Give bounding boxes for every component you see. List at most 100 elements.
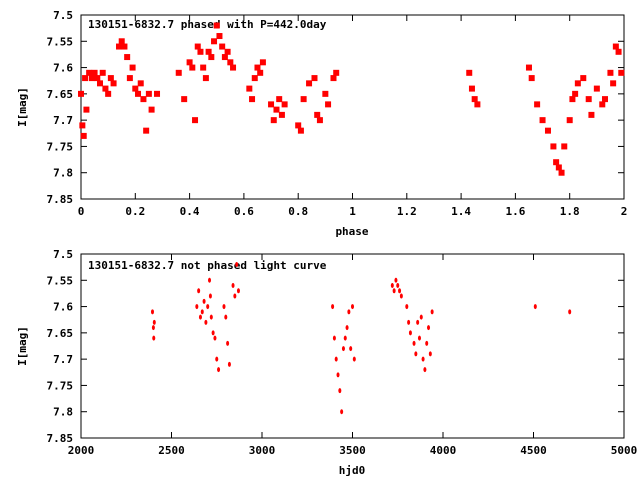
phased-light-curve-panel: 130151-6832.7 phased with P=442.0day pha… xyxy=(16,9,627,238)
data-point xyxy=(208,54,215,61)
data-point xyxy=(316,117,323,124)
data-point xyxy=(351,304,354,310)
data-point xyxy=(154,90,161,97)
data-point xyxy=(198,314,202,320)
data-point xyxy=(270,117,277,124)
data-point xyxy=(206,304,210,310)
y-tick-label: 7.85 xyxy=(47,193,74,206)
y-tick-label: 7.8 xyxy=(53,167,73,180)
data-points xyxy=(78,22,625,176)
data-point xyxy=(553,159,560,166)
data-point xyxy=(235,262,239,268)
y-tick-label: 7.8 xyxy=(53,406,73,419)
data-point xyxy=(194,43,201,50)
data-point xyxy=(192,117,199,124)
data-point xyxy=(143,127,150,134)
x-tick-label: 3500 xyxy=(339,444,366,457)
x-tick-label: 1 xyxy=(349,205,356,218)
data-point xyxy=(208,277,212,283)
data-point xyxy=(534,101,541,108)
data-point xyxy=(405,304,409,310)
data-point xyxy=(390,283,394,289)
data-point xyxy=(407,319,411,325)
data-point xyxy=(200,64,207,71)
x-tick-label: 5000 xyxy=(611,444,638,457)
data-point xyxy=(189,64,196,71)
data-point xyxy=(233,293,237,299)
data-point xyxy=(300,96,307,103)
data-point xyxy=(392,288,396,294)
data-point xyxy=(333,69,340,76)
data-point xyxy=(94,75,101,82)
data-point xyxy=(528,75,535,82)
data-point xyxy=(211,330,215,336)
data-point xyxy=(466,69,473,76)
data-point xyxy=(236,288,240,294)
data-point xyxy=(99,69,106,76)
data-point xyxy=(221,54,228,61)
data-point xyxy=(414,351,418,357)
data-point xyxy=(209,314,213,320)
data-point xyxy=(86,69,93,76)
data-point xyxy=(217,367,221,373)
y-tick-label: 7.75 xyxy=(47,140,74,153)
data-point xyxy=(325,101,332,108)
data-point xyxy=(601,96,608,103)
data-point xyxy=(331,304,335,310)
data-point xyxy=(566,117,573,124)
y-axis-label: I[mag] xyxy=(16,87,29,127)
data-point xyxy=(268,101,275,108)
x-tick-label: 0.4 xyxy=(180,205,200,218)
data-point xyxy=(574,80,581,87)
y-tick-label: 7.6 xyxy=(53,301,73,314)
data-point xyxy=(423,367,427,373)
data-point xyxy=(471,96,478,103)
x-axis-label: hjd0 xyxy=(339,464,366,477)
data-point xyxy=(211,38,218,45)
data-point xyxy=(555,164,562,171)
data-point xyxy=(580,75,587,82)
data-point xyxy=(200,309,204,315)
data-point xyxy=(150,309,154,315)
plot-frame xyxy=(80,253,625,439)
axis-ticks: 2000 2500 3000 3500 4000 4500 5000 7.5 7.55 7.6 7.… xyxy=(47,248,638,457)
plot-frame xyxy=(80,14,625,200)
data-point xyxy=(208,293,212,299)
data-point xyxy=(421,356,425,362)
data-point xyxy=(533,304,537,310)
data-point xyxy=(230,64,237,71)
data-point xyxy=(105,90,112,97)
data-point xyxy=(588,111,595,118)
y-tick-label: 7.5 xyxy=(53,248,73,261)
data-point xyxy=(585,96,592,103)
data-point xyxy=(417,335,421,341)
x-tick-label: 2000 xyxy=(68,444,95,457)
data-point xyxy=(593,85,600,92)
x-tick-label: 4500 xyxy=(520,444,547,457)
data-point xyxy=(610,80,617,87)
data-point xyxy=(615,48,622,55)
data-point xyxy=(140,96,147,103)
data-point xyxy=(558,169,565,176)
data-point xyxy=(204,319,208,325)
chart-title: 130151-6832.7 phased with P=442.0day xyxy=(88,18,327,31)
y-tick-label: 7.6 xyxy=(53,62,73,75)
data-point xyxy=(129,64,136,71)
data-point xyxy=(197,288,201,294)
data-point xyxy=(550,143,557,150)
data-point xyxy=(227,361,231,367)
data-point xyxy=(118,38,125,45)
x-tick-label: 2 xyxy=(621,205,628,218)
data-point xyxy=(544,127,551,134)
data-point xyxy=(222,304,226,310)
data-point xyxy=(213,335,217,341)
data-point xyxy=(224,314,228,320)
data-point xyxy=(607,69,614,76)
data-point xyxy=(352,356,356,362)
data-point xyxy=(219,43,226,50)
x-tick-label: 0.2 xyxy=(125,205,145,218)
data-point xyxy=(216,33,223,40)
data-point xyxy=(618,69,625,76)
data-point xyxy=(124,54,131,61)
data-point xyxy=(428,351,432,357)
